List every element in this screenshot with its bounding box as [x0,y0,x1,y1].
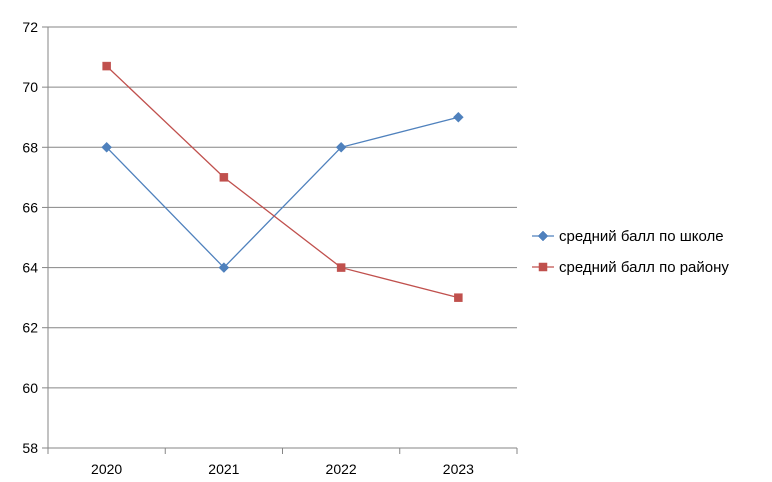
data-point [453,111,464,123]
y-tick-label: 68 [22,139,38,155]
y-tick-label: 66 [22,199,38,215]
y-tick-label: 60 [22,380,38,396]
data-point [218,262,230,273]
y-tick-label: 72 [22,19,38,35]
legend-item-2: средний балл по району [532,259,729,276]
series-1 [101,111,464,273]
legend-label: средний балл по школе [559,228,724,245]
data-point [102,61,111,71]
legend: средний балл по школе средний балл по рай… [532,228,729,276]
data-point [219,173,229,182]
legend-marker [537,230,549,242]
gridlines [48,26,517,449]
data-point [335,141,347,153]
data-point [101,141,112,153]
series-line [106,65,459,299]
series-lines [101,61,464,302]
legend-item-1: средний балл по школе [532,228,724,245]
y-tick-label: 62 [22,320,38,336]
y-tick-label: 70 [22,79,38,95]
legend-marker [538,262,548,272]
x-tick-label: 2020 [91,461,122,477]
y-tick-label: 64 [22,260,38,276]
data-point [454,293,463,302]
axes: 58 60 62 64 66 68 70 72 2020 2021 2022 2023 [22,19,518,477]
data-point [336,263,346,272]
x-tick-label: 2021 [208,461,239,477]
x-tick-label: 2022 [326,461,357,477]
y-tick-label: 58 [22,440,38,456]
series-2 [102,61,463,302]
series-line [106,116,459,269]
legend-label: средний балл по району [559,259,729,276]
x-tick-label: 2023 [443,461,474,477]
